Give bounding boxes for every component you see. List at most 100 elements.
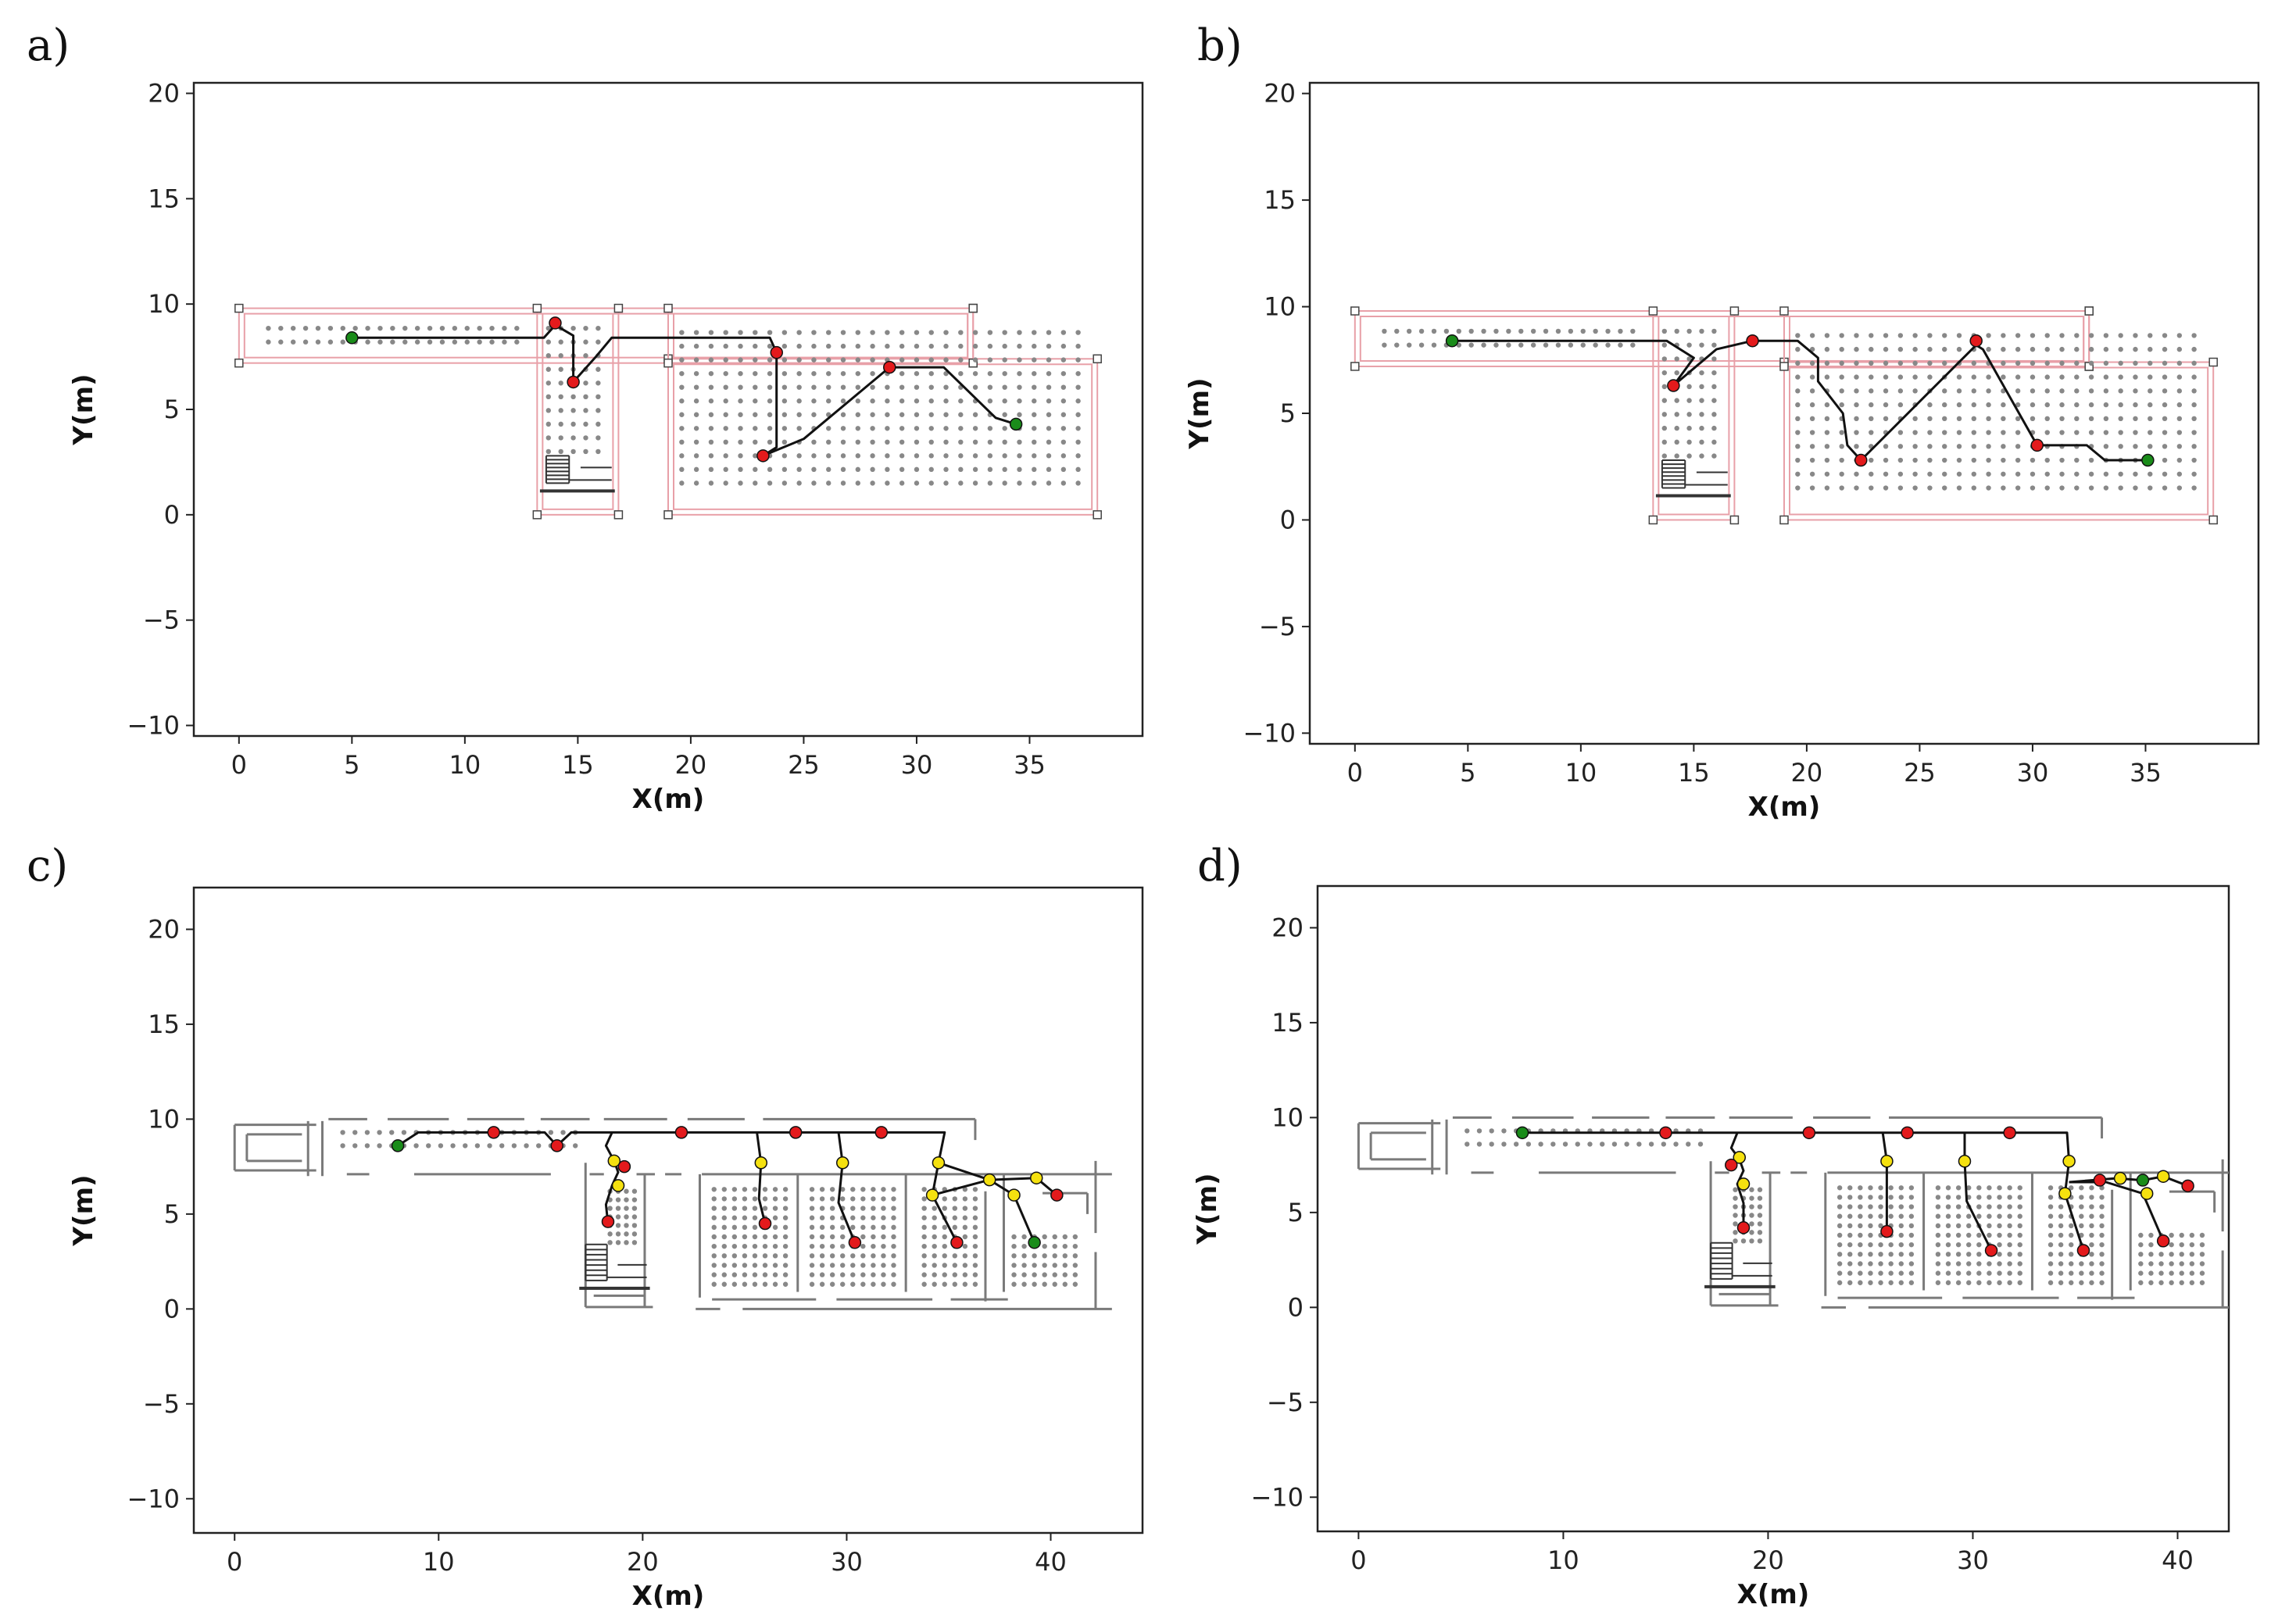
y-tick-label: −5 xyxy=(1259,612,1296,641)
grid-point xyxy=(855,481,861,486)
grid-point xyxy=(2099,1223,2105,1229)
grid-point xyxy=(583,394,588,400)
grid-point xyxy=(1897,444,1904,449)
grid-point xyxy=(885,481,890,486)
grid-point xyxy=(2148,333,2153,338)
grid-point xyxy=(870,384,875,390)
x-tick-label: 0 xyxy=(227,1547,242,1577)
grid-point xyxy=(796,481,802,486)
grid-point xyxy=(1394,328,1400,334)
grid-point xyxy=(943,439,949,445)
grid-point xyxy=(781,453,788,459)
grid-point xyxy=(1506,328,1511,334)
grid-point xyxy=(2079,1204,2084,1209)
grid-point xyxy=(1795,402,1801,408)
grid-point xyxy=(1997,1232,2002,1238)
grid-point xyxy=(943,412,949,417)
grid-point xyxy=(2058,1223,2064,1229)
grid-point xyxy=(870,398,875,404)
y-tick-label: 0 xyxy=(1280,505,1296,534)
grid-point xyxy=(1966,1232,1972,1238)
grid-point xyxy=(2007,1195,2012,1200)
grid-point xyxy=(819,1243,825,1249)
grid-point xyxy=(1002,453,1007,459)
grid-point xyxy=(1955,1204,1962,1209)
grid-point xyxy=(752,1253,758,1259)
grid-point xyxy=(1032,1281,1037,1287)
grid-point xyxy=(402,339,408,345)
grid-point xyxy=(439,325,445,331)
grid-point xyxy=(899,343,905,349)
grid-point xyxy=(2001,430,2006,435)
grid-point xyxy=(499,1143,505,1149)
grid-point xyxy=(1749,1204,1754,1209)
grid-point xyxy=(1883,374,1889,380)
grid-point xyxy=(2189,1232,2195,1238)
grid-point xyxy=(1699,384,1704,390)
grid-point xyxy=(840,412,846,417)
grid-point xyxy=(767,439,773,445)
grid-point xyxy=(972,1187,978,1192)
y-tick-label: 15 xyxy=(1271,1008,1304,1038)
grid-point xyxy=(1847,1252,1853,1257)
grid-point xyxy=(2191,333,2197,338)
grid-point xyxy=(2058,1270,2064,1276)
grid-point xyxy=(1809,457,1815,463)
grid-point xyxy=(723,453,728,459)
grid-point xyxy=(708,330,714,335)
grid-point xyxy=(1493,328,1499,334)
grid-point xyxy=(781,343,788,349)
grid-point xyxy=(679,426,685,431)
grid-point xyxy=(1869,416,1874,422)
grid-point xyxy=(1418,328,1425,334)
grid-point xyxy=(753,453,758,459)
grid-point xyxy=(2118,430,2123,435)
route-node xyxy=(2030,438,2044,452)
grid-point xyxy=(1883,346,1889,352)
grid-point xyxy=(2058,1213,2064,1219)
grid-point xyxy=(753,398,758,404)
grid-point xyxy=(721,1224,727,1231)
grid-point xyxy=(1868,1213,1873,1219)
grid-point xyxy=(871,1196,876,1202)
grid-point xyxy=(2059,333,2065,338)
grid-point xyxy=(781,370,788,377)
grid-point xyxy=(2179,1280,2184,1285)
grid-point xyxy=(738,343,743,349)
grid-point xyxy=(2079,1280,2084,1285)
grid-point xyxy=(1060,426,1067,431)
grid-point xyxy=(679,357,685,363)
grid-point xyxy=(1476,1128,1482,1134)
grid-point xyxy=(840,370,846,377)
grid-point xyxy=(870,466,875,473)
grid-point xyxy=(545,353,552,359)
grid-point xyxy=(2162,388,2168,394)
grid-point xyxy=(796,357,802,363)
grid-point xyxy=(958,439,964,445)
grid-point xyxy=(1021,1234,1027,1240)
grid-point xyxy=(2047,1252,2054,1257)
grid-point xyxy=(1878,1223,1883,1229)
grid-point xyxy=(721,1243,727,1249)
grid-point xyxy=(962,1253,968,1259)
grid-point xyxy=(753,370,758,377)
grid-point xyxy=(850,1281,856,1287)
room-corner xyxy=(663,358,673,368)
grid-point xyxy=(819,1263,825,1268)
grid-point xyxy=(952,1272,958,1277)
grid-point xyxy=(781,426,788,431)
grid-point xyxy=(1506,342,1511,348)
grid-point xyxy=(1733,1195,1738,1201)
y-tick-label: −10 xyxy=(127,1484,180,1513)
grid-point xyxy=(1847,1195,1853,1200)
grid-point xyxy=(2088,374,2094,380)
grid-point xyxy=(711,1281,717,1287)
room-corner xyxy=(663,510,673,520)
grid-point xyxy=(1075,398,1081,404)
grid-point xyxy=(2162,444,2168,449)
grid-point xyxy=(1945,1270,1951,1276)
grid-point xyxy=(1987,1261,1992,1267)
grid-point xyxy=(826,357,831,363)
grid-point xyxy=(1749,1195,1754,1201)
grid-point xyxy=(829,1196,835,1202)
